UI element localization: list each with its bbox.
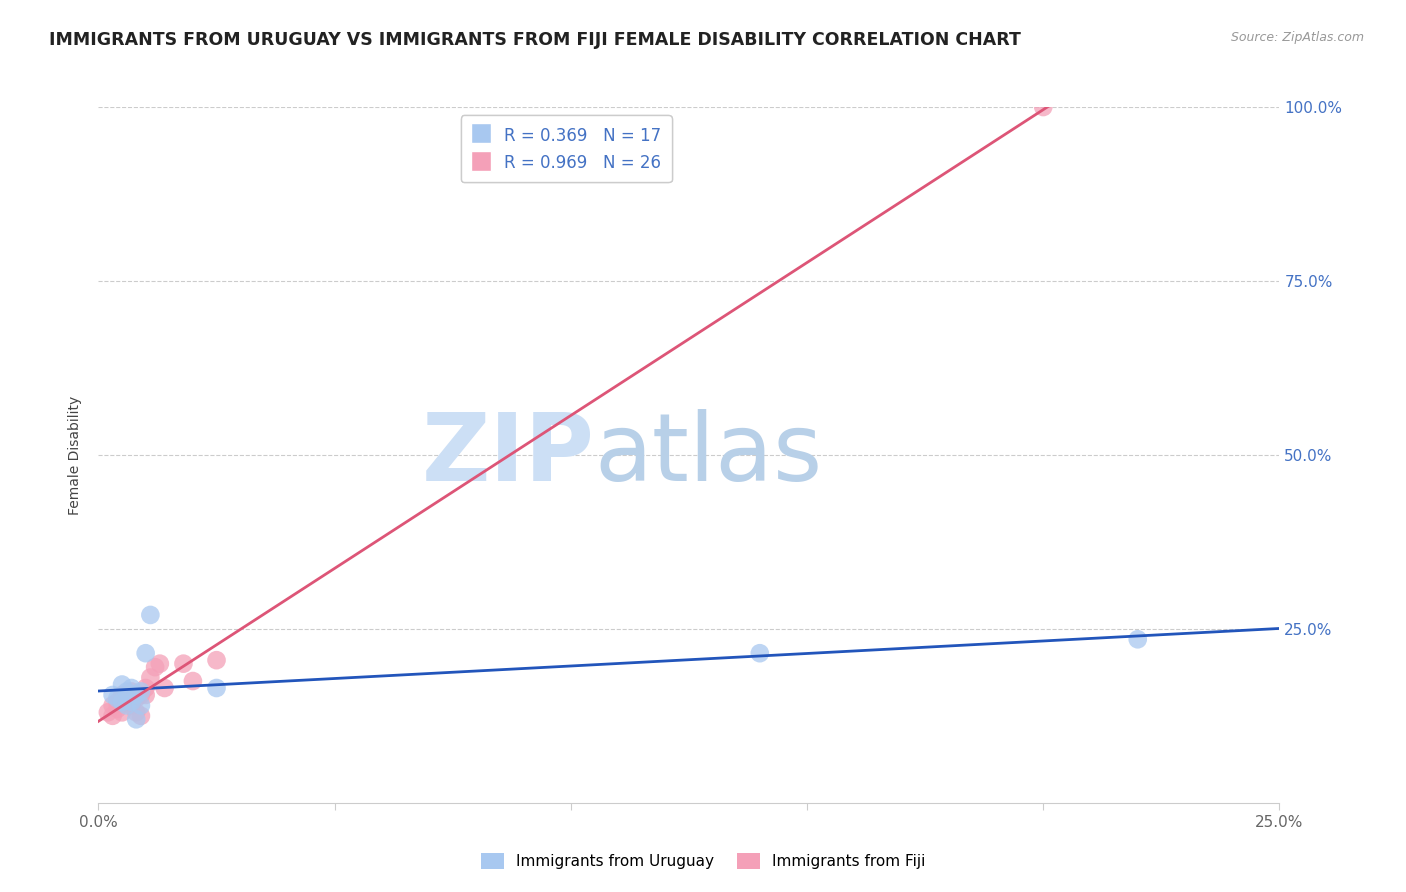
- Point: [121, 684, 143, 698]
- Text: IMMIGRANTS FROM URUGUAY VS IMMIGRANTS FROM FIJI FEMALE DISABILITY CORRELATION CH: IMMIGRANTS FROM URUGUAY VS IMMIGRANTS FR…: [49, 31, 1021, 49]
- Point: [1032, 100, 1054, 114]
- Point: [172, 657, 194, 671]
- Point: [153, 681, 176, 695]
- Point: [205, 653, 228, 667]
- Point: [135, 688, 157, 702]
- Point: [125, 706, 148, 720]
- Point: [125, 691, 148, 706]
- Text: atlas: atlas: [595, 409, 823, 501]
- Point: [129, 688, 152, 702]
- Text: ZIP: ZIP: [422, 409, 595, 501]
- Point: [121, 681, 143, 695]
- Point: [129, 708, 152, 723]
- Point: [111, 706, 134, 720]
- Point: [105, 691, 128, 706]
- Point: [115, 684, 138, 698]
- Point: [101, 688, 124, 702]
- Point: [135, 681, 157, 695]
- Point: [105, 702, 128, 716]
- Point: [111, 677, 134, 691]
- Point: [121, 695, 143, 709]
- Point: [1126, 632, 1149, 647]
- Point: [125, 712, 148, 726]
- Point: [748, 646, 770, 660]
- Point: [97, 706, 120, 720]
- Point: [129, 684, 152, 698]
- Point: [143, 660, 166, 674]
- Y-axis label: Female Disability: Female Disability: [69, 395, 83, 515]
- Point: [105, 695, 128, 709]
- Point: [111, 691, 134, 706]
- Point: [115, 698, 138, 713]
- Text: Source: ZipAtlas.com: Source: ZipAtlas.com: [1230, 31, 1364, 45]
- Point: [139, 607, 162, 622]
- Point: [149, 657, 172, 671]
- Point: [101, 698, 124, 713]
- Point: [101, 708, 124, 723]
- Point: [205, 681, 228, 695]
- Point: [129, 698, 152, 713]
- Legend: Immigrants from Uruguay, Immigrants from Fiji: Immigrants from Uruguay, Immigrants from…: [475, 847, 931, 875]
- Point: [111, 695, 134, 709]
- Point: [111, 688, 134, 702]
- Legend: R = 0.369   N = 17, R = 0.969   N = 26: R = 0.369 N = 17, R = 0.969 N = 26: [461, 115, 672, 182]
- Point: [115, 695, 138, 709]
- Point: [181, 674, 204, 689]
- Point: [139, 671, 162, 685]
- Point: [115, 688, 138, 702]
- Point: [135, 646, 157, 660]
- Point: [125, 688, 148, 702]
- Point: [121, 698, 143, 713]
